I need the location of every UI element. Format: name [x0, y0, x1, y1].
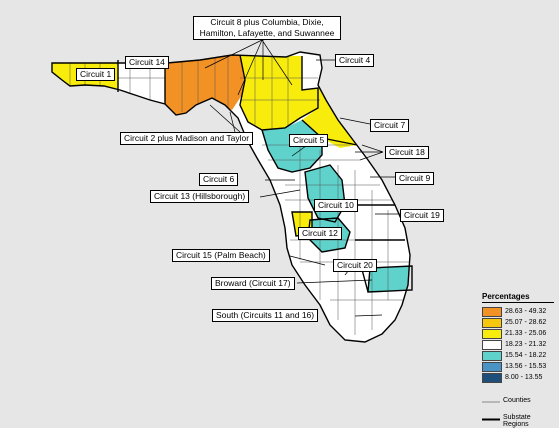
legend-class-row: 8.00 - 13.55	[482, 372, 554, 383]
legend-range-label: 18.23 - 21.32	[505, 341, 547, 348]
label-circuit-18: Circuit 18	[385, 146, 429, 159]
label-circuit-19: Circuit 19	[400, 209, 444, 222]
substate-line-icon	[482, 418, 500, 421]
legend-class-row: 13.56 - 15.53	[482, 361, 554, 372]
label-circuit-5: Circuit 5	[289, 134, 329, 147]
region-broward	[368, 266, 410, 292]
label-circuit-10: Circuit 10	[314, 199, 358, 212]
legend-title: Percentages	[482, 292, 554, 303]
region-circuit-7	[302, 86, 357, 148]
legend: Percentages 28.63 - 49.32 25.07 - 28.62 21…	[482, 292, 554, 428]
label-circuit-12: Circuit 12	[298, 227, 342, 240]
legend-substate: Substate Regions	[482, 414, 554, 428]
legend-range-label: 8.00 - 13.55	[505, 374, 543, 381]
legend-classes: 28.63 - 49.32 25.07 - 28.62 21.33 - 25.06 1…	[482, 306, 554, 383]
legend-substate-label: Substate Regions	[503, 414, 531, 428]
legend-swatch	[482, 372, 502, 383]
legend-class-row: 28.63 - 49.32	[482, 306, 554, 317]
legend-swatch	[482, 306, 502, 317]
label-circuit-4: Circuit 4	[335, 54, 375, 67]
label-circuit-14: Circuit 14	[125, 56, 169, 69]
label-circuit-9: Circuit 9	[395, 172, 435, 185]
legend-class-row: 25.07 - 28.62	[482, 317, 554, 328]
legend-class-row: 18.23 - 21.32	[482, 339, 554, 350]
region-circuit-2	[165, 55, 245, 118]
counties-line-icon	[482, 401, 500, 403]
legend-range-label: 15.54 - 18.22	[505, 352, 547, 359]
legend-range-label: 25.07 - 28.62	[505, 319, 547, 326]
label-circuit-15: Circuit 15 (Palm Beach)	[172, 249, 270, 262]
label-circuit-8: Circuit 8 plus Columbia, Dixie, Hamilton…	[193, 16, 341, 40]
legend-range-label: 13.56 - 15.53	[505, 363, 547, 370]
legend-swatch	[482, 317, 502, 328]
label-circuit-7: Circuit 7	[370, 119, 410, 132]
region-circuit-8	[240, 55, 318, 130]
legend-range-label: 28.63 - 49.32	[505, 308, 547, 315]
label-circuit-6: Circuit 6	[199, 173, 239, 186]
legend-swatch	[482, 339, 502, 350]
legend-counties: Counties	[482, 397, 554, 404]
legend-counties-label: Counties	[503, 397, 531, 404]
legend-range-label: 21.33 - 25.06	[505, 330, 547, 337]
legend-class-row: 15.54 - 18.22	[482, 350, 554, 361]
label-circuit-13: Circuit 13 (Hillsborough)	[150, 190, 250, 203]
label-circuit-2: Circuit 2 plus Madison and Taylor	[120, 132, 254, 145]
label-circuit-20: Circuit 20	[333, 259, 377, 272]
legend-swatch	[482, 361, 502, 372]
label-circuit-1: Circuit 1	[76, 68, 116, 81]
legend-class-row: 21.33 - 25.06	[482, 328, 554, 339]
label-broward: Broward (Circuit 17)	[211, 277, 295, 290]
legend-swatch	[482, 350, 502, 361]
label-south: South (Circuits 11 and 16)	[212, 309, 319, 322]
legend-swatch	[482, 328, 502, 339]
